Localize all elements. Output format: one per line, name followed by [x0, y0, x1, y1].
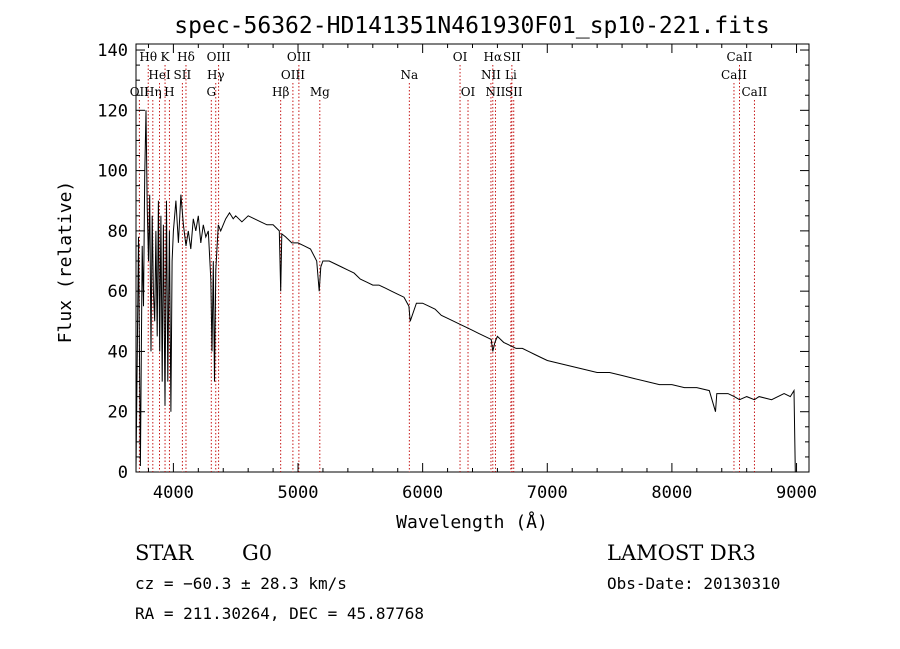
line-marker-label: CaII: [727, 50, 753, 64]
line-marker-label: Hδ: [177, 50, 195, 64]
y-axis-ticks: 0 20 40 60 80 100 120 140: [97, 41, 809, 483]
y-tick-label: 20: [108, 403, 128, 423]
line-marker-group: [138, 65, 755, 472]
y-tick-label: 100: [97, 162, 128, 182]
line-marker-label: Hβ: [272, 85, 289, 99]
line-marker-label: OI: [453, 50, 468, 64]
x-axis-ticks: 4000 5000 6000 7000 8000 9000: [147, 44, 817, 503]
line-marker-label: SII: [174, 68, 192, 82]
line-marker-label: CaII: [741, 85, 767, 99]
y-axis-label: Flux (relative): [55, 181, 76, 344]
line-marker-label: G: [206, 85, 216, 99]
line-marker-label: Li: [505, 68, 517, 82]
line-marker-label: HeI: [148, 68, 171, 82]
object-subclass: G0: [242, 541, 272, 565]
line-marker-label: Hη: [144, 85, 162, 99]
y-tick-label: 60: [108, 282, 128, 302]
line-marker-label: OII: [130, 85, 150, 99]
line-marker-label: H: [164, 85, 174, 99]
line-marker-label: Hγ: [207, 68, 225, 82]
x-tick-label: 6000: [402, 483, 443, 503]
x-tick-label: 8000: [651, 483, 692, 503]
line-marker-label: Mg: [310, 85, 330, 99]
x-tick-label: 5000: [278, 483, 319, 503]
y-tick-label: 140: [97, 41, 128, 61]
coordinates-text: RA = 211.30264, DEC = 45.87768: [135, 604, 424, 623]
y-tick-label: 40: [108, 342, 128, 362]
line-marker-label: OI: [461, 85, 476, 99]
line-marker-label: K: [161, 50, 171, 64]
line-marker-label: NII: [481, 68, 501, 82]
line-marker-label: Na: [400, 68, 418, 82]
object-class: STAR: [135, 541, 194, 565]
x-tick-label: 9000: [776, 483, 817, 503]
redshift-text: cz = −60.3 ± 28.3 km/s: [135, 574, 347, 593]
plot-frame: [135, 43, 810, 473]
line-marker-label: OIII: [287, 50, 311, 64]
y-tick-label: 0: [118, 463, 128, 483]
x-axis-label: Wavelength (Å): [396, 511, 548, 533]
line-marker-label: SII: [505, 85, 523, 99]
x-tick-label: 7000: [527, 483, 568, 503]
line-marker-label: OIII: [281, 68, 305, 82]
spectrum-line: [135, 110, 796, 473]
y-tick-label: 80: [108, 222, 128, 242]
survey-name: LAMOST DR3: [607, 541, 756, 565]
line-marker-label: CaII: [721, 68, 747, 82]
line-marker-label: Hθ: [139, 50, 157, 64]
line-marker-label: SII: [503, 50, 521, 64]
obs-date-text: Obs-Date: 20130310: [607, 574, 780, 593]
y-tick-label: 120: [97, 101, 128, 121]
line-marker-label: OIII: [207, 50, 231, 64]
line-marker-label: NII: [485, 85, 505, 99]
line-marker-label: Hα: [484, 50, 503, 64]
x-tick-label: 4000: [153, 483, 194, 503]
chart-title: spec-56362-HD141351N461930F01_sp10-221.f…: [174, 13, 769, 39]
